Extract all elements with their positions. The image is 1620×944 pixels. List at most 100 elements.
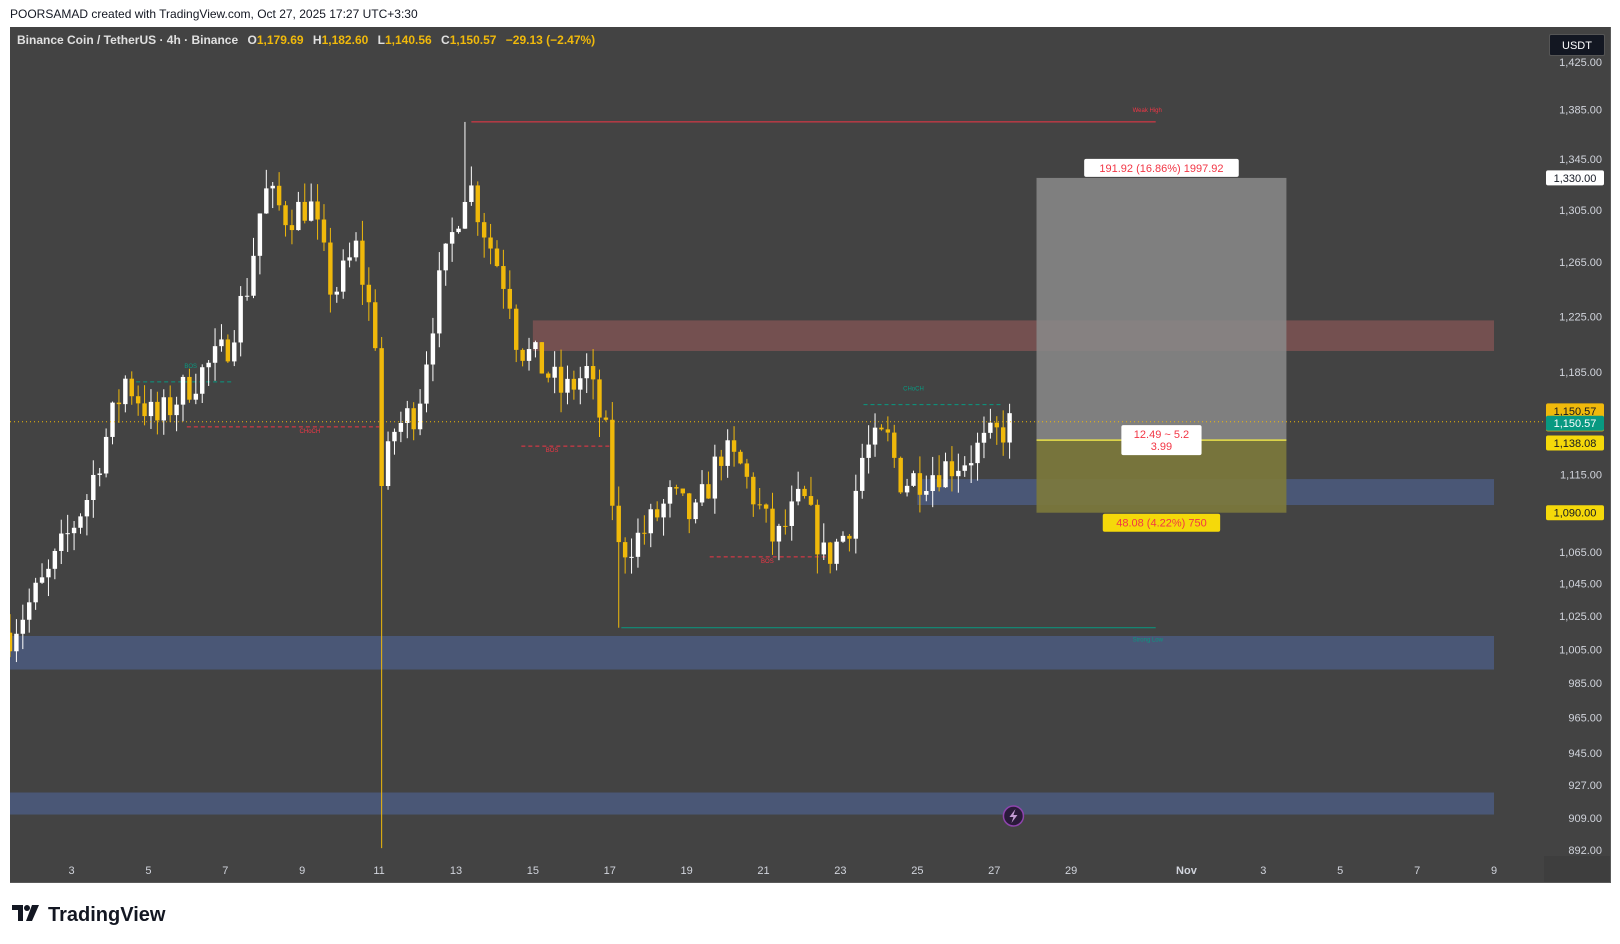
candle[interactable]: [379, 348, 384, 487]
candle[interactable]: [808, 496, 814, 505]
candle[interactable]: [97, 473, 102, 475]
candle[interactable]: [642, 532, 647, 534]
candle[interactable]: [789, 501, 794, 526]
candle[interactable]: [148, 401, 154, 417]
candle[interactable]: [84, 500, 90, 517]
candle[interactable]: [411, 408, 416, 430]
candle[interactable]: [924, 491, 929, 495]
position-rr-label[interactable]: 12.49 ~ 5.23.99: [1121, 425, 1202, 456]
candle[interactable]: [161, 397, 166, 421]
candle[interactable]: [78, 516, 83, 528]
position-target-zone[interactable]: [1036, 177, 1287, 441]
candle[interactable]: [225, 339, 231, 362]
candle[interactable]: [552, 366, 557, 378]
candle[interactable]: [123, 378, 128, 405]
candle[interactable]: [898, 457, 903, 493]
candle[interactable]: [687, 493, 692, 520]
candle[interactable]: [943, 461, 948, 488]
candle[interactable]: [802, 488, 807, 497]
candle[interactable]: [417, 403, 423, 430]
candle[interactable]: [776, 525, 782, 542]
chart-plot-area[interactable]: Weak High Strong Low BOS CHoCH BOS BOS CHoCH 19…: [7, 27, 1544, 856]
candle[interactable]: [725, 440, 730, 466]
candle[interactable]: [200, 367, 205, 394]
candle[interactable]: [738, 451, 743, 464]
candle[interactable]: [308, 201, 314, 221]
candle[interactable]: [860, 457, 865, 491]
time-axis[interactable]: 3 5 7 9 11 13 15 17 19 21 23 25 27 29 Nov 3 5 7 9: [10, 856, 1544, 882]
candle[interactable]: [795, 488, 801, 502]
candle[interactable]: [276, 185, 282, 206]
candle[interactable]: [770, 508, 775, 542]
candle[interactable]: [456, 228, 461, 233]
candle[interactable]: [590, 366, 596, 380]
candle[interactable]: [962, 465, 967, 471]
candle[interactable]: [187, 376, 192, 400]
candle[interactable]: [546, 373, 551, 378]
candle[interactable]: [507, 288, 513, 309]
candle[interactable]: [930, 475, 935, 492]
candle[interactable]: [975, 442, 980, 464]
candle[interactable]: [674, 487, 679, 489]
tradingview-logo[interactable]: TradingView: [12, 904, 165, 927]
candle[interactable]: [193, 393, 199, 400]
candle[interactable]: [494, 248, 500, 267]
candle[interactable]: [949, 461, 955, 477]
candle[interactable]: [155, 401, 160, 421]
candle[interactable]: [994, 422, 999, 428]
candle[interactable]: [481, 222, 487, 238]
candle[interactable]: [328, 242, 333, 295]
candle[interactable]: [264, 188, 269, 214]
target-price-box[interactable]: 1,330.00: [1546, 170, 1604, 186]
position-profit-label[interactable]: 191.92 (16.86%) 1997.92: [1084, 158, 1239, 177]
candle[interactable]: [520, 349, 525, 361]
candle[interactable]: [847, 535, 852, 539]
candle[interactable]: [437, 270, 442, 334]
candle[interactable]: [103, 436, 109, 474]
candle[interactable]: [763, 504, 769, 509]
candle[interactable]: [334, 291, 339, 295]
candle[interactable]: [315, 201, 320, 220]
candle[interactable]: [206, 362, 211, 368]
candle[interactable]: [366, 284, 372, 303]
candle[interactable]: [392, 431, 397, 442]
candle[interactable]: [212, 346, 218, 363]
candle[interactable]: [39, 577, 45, 583]
candle[interactable]: [251, 255, 256, 296]
candle[interactable]: [469, 185, 474, 202]
candle[interactable]: [385, 441, 391, 487]
candle[interactable]: [968, 463, 974, 466]
candle[interactable]: [398, 422, 404, 432]
candle[interactable]: [635, 532, 641, 557]
price-axis-svg[interactable]: 1,425.00 1,385.00 1,345.00 1,305.00 1,265.00…: [1544, 27, 1610, 857]
position-risk-label[interactable]: 48.08 (4.22%) 750: [1102, 513, 1221, 532]
candle[interactable]: [834, 541, 839, 564]
candle[interactable]: [981, 432, 987, 443]
candle[interactable]: [373, 302, 378, 349]
candle[interactable]: [539, 342, 545, 374]
candle[interactable]: [853, 490, 859, 539]
candle[interactable]: [699, 484, 705, 503]
candle[interactable]: [347, 257, 352, 261]
stop-price-box[interactable]: 1,090.00: [1546, 505, 1604, 521]
candle[interactable]: [956, 470, 961, 477]
candle[interactable]: [988, 422, 993, 433]
candle[interactable]: [71, 527, 77, 534]
candle[interactable]: [751, 476, 756, 505]
candle[interactable]: [360, 240, 365, 285]
candle[interactable]: [116, 402, 122, 405]
candle[interactable]: [27, 602, 32, 620]
candle[interactable]: [840, 535, 846, 542]
candle[interactable]: [1000, 427, 1006, 443]
candle[interactable]: [885, 429, 891, 433]
candle[interactable]: [475, 185, 480, 223]
candle[interactable]: [405, 408, 410, 423]
candle[interactable]: [622, 542, 628, 558]
candle[interactable]: [91, 474, 96, 501]
candle[interactable]: [430, 333, 436, 365]
candle[interactable]: [20, 619, 26, 634]
candle[interactable]: [597, 379, 602, 418]
candle[interactable]: [232, 342, 237, 362]
candle[interactable]: [827, 542, 833, 564]
candle[interactable]: [892, 432, 897, 458]
